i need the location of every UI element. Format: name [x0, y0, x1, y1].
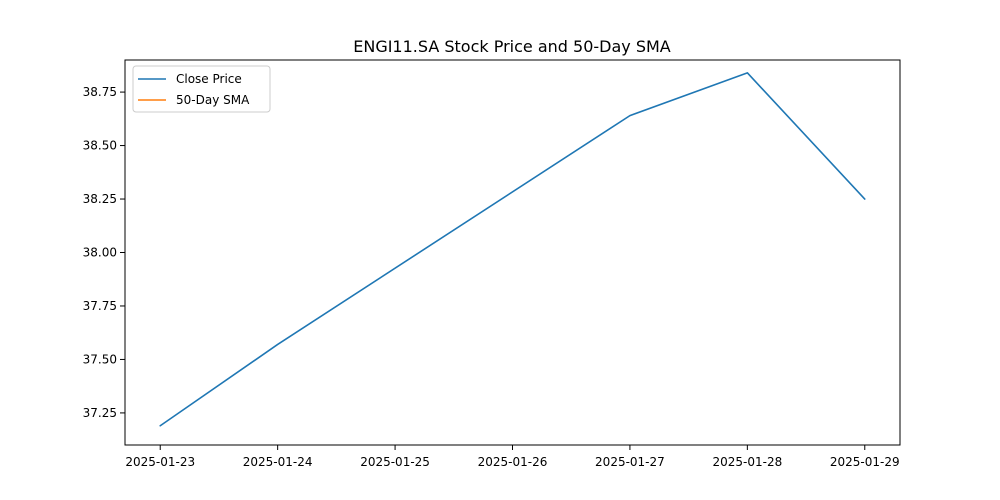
- x-tick-label: 2025-01-27: [595, 455, 665, 469]
- legend: Close Price 50-Day SMA: [132, 65, 271, 113]
- y-tick-label: 37.25: [83, 406, 117, 420]
- y-tick-label: 37.50: [83, 352, 117, 366]
- chart-title: ENGI11.SA Stock Price and 50-Day SMA: [353, 37, 671, 56]
- plot-frame: [124, 59, 901, 446]
- x-tick-label: 2025-01-26: [478, 455, 548, 469]
- x-tick-label: 2025-01-29: [830, 455, 900, 469]
- x-tick-label: 2025-01-24: [243, 455, 313, 469]
- y-tick-label: 38.00: [83, 246, 117, 260]
- y-tick-label: 37.75: [83, 299, 117, 313]
- x-tick-label: 2025-01-28: [712, 455, 782, 469]
- y-tick-label: 38.75: [83, 85, 117, 99]
- y-axis: 37.25 37.50 37.75 38.00 38.25 38.50 38.75: [83, 85, 125, 420]
- x-tick-label: 2025-01-25: [360, 455, 430, 469]
- y-tick-label: 38.50: [83, 139, 117, 153]
- x-tick-label: 2025-01-23: [125, 455, 195, 469]
- series-layer: [159, 72, 866, 427]
- legend-label: Close Price: [176, 72, 242, 86]
- x-axis: 2025-01-23 2025-01-24 2025-01-25 2025-01-26…: [125, 445, 900, 469]
- legend-label: 50-Day SMA: [176, 93, 250, 107]
- series-line-0: [159, 72, 866, 427]
- legend-box: [132, 65, 271, 113]
- plot-area: [124, 59, 901, 446]
- y-tick-label: 38.25: [83, 192, 117, 206]
